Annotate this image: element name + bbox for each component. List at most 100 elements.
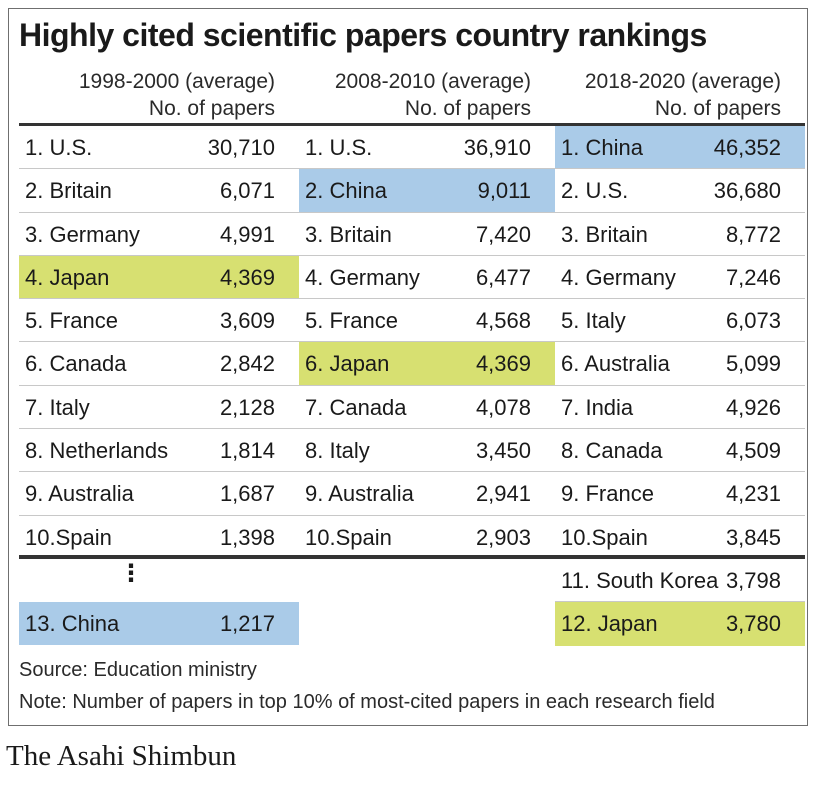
paper-count: 3,845 <box>725 524 781 550</box>
column-unit: No. of papers <box>404 97 531 120</box>
country-label: 3. Germany <box>25 221 140 247</box>
table-row: 6. Australia 5,099 <box>555 342 805 386</box>
table-row: 3. Britain 8,772 <box>555 213 805 256</box>
ellipsis-gap: ⋮ <box>19 559 299 602</box>
column-header: 2008-2010 (average) No. of papers <box>299 66 555 126</box>
country-label: 7. India <box>561 394 634 420</box>
paper-count: 6,073 <box>725 308 781 334</box>
footnote: Note: Number of papers in top 10% of mos… <box>19 691 715 713</box>
country-label: 4. Germany <box>561 264 676 290</box>
table-row: 5. Italy 6,073 <box>555 299 805 343</box>
paper-count: 2,128 <box>219 394 275 420</box>
paper-count: 4,991 <box>219 221 275 247</box>
table-row: 4. Germany 6,477 <box>299 256 555 300</box>
country-label: 2. China <box>305 178 387 204</box>
country-label: 10.Spain <box>25 524 112 550</box>
country-label: 6. Australia <box>561 351 670 377</box>
country-label: 3. Britain <box>305 221 392 247</box>
country-label: 1. China <box>561 135 643 160</box>
country-label: 1. U.S. <box>25 135 93 160</box>
country-label: 11. South Korea <box>561 567 719 593</box>
table-row: 2. U.S. 36,680 <box>555 169 805 213</box>
extra-rows: 11. South Korea 3,798 12. Japan 3,780 <box>555 559 805 646</box>
table-row: 9. Australia 1,687 <box>19 472 299 516</box>
table-row: 1. China 46,352 <box>555 126 805 170</box>
country-label: 2. Britain <box>25 178 112 204</box>
paper-count: 2,903 <box>475 524 531 550</box>
table-row: 13. China 1,217 <box>19 601 299 646</box>
table-row: 3. Germany 4,991 <box>19 213 299 256</box>
column-unit: No. of papers <box>654 97 781 120</box>
country-label: 8. Canada <box>561 438 663 464</box>
paper-count: 5,099 <box>725 351 781 377</box>
paper-count: 4,926 <box>725 394 781 420</box>
table-row: 8. Canada 4,509 <box>555 429 805 473</box>
column-header: 2018-2020 (average) No. of papers <box>555 66 805 126</box>
column-unit: No. of papers <box>148 97 275 120</box>
ranking-rows: 1. U.S. 30,710 2. Britain 6,071 3. Germany 4,… <box>19 126 299 559</box>
paper-count: 36,680 <box>713 178 781 204</box>
country-label: 10.Spain <box>561 524 648 550</box>
country-label: 9. Australia <box>25 481 134 507</box>
country-label: 1. U.S. <box>305 135 373 160</box>
table-row: 9. France 4,231 <box>555 472 805 516</box>
paper-count: 9,011 <box>477 178 531 204</box>
table-row: 7. Canada 4,078 <box>299 386 555 430</box>
paper-count: 1,217 <box>219 610 275 636</box>
table-row: 6. Canada 2,842 <box>19 342 299 386</box>
table-row: 7. India 4,926 <box>555 386 805 430</box>
table-row: 6. Japan 4,369 <box>299 342 555 386</box>
paper-count: 36,910 <box>463 135 531 160</box>
vertical-ellipsis: ⋮ <box>119 559 143 587</box>
country-label: 4. Japan <box>25 264 110 290</box>
table-row: 10.Spain 3,845 <box>555 516 805 559</box>
paper-count: 4,369 <box>219 264 275 290</box>
ranking-column-2: 2008-2010 (average) No. of papers 1. U.S. 3… <box>299 66 555 559</box>
source-note: Source: Education ministry <box>19 659 257 681</box>
country-label: 5. Italy <box>561 308 626 334</box>
paper-count: 30,710 <box>207 135 275 160</box>
paper-count: 2,842 <box>219 351 275 377</box>
table-row: 8. Netherlands 1,814 <box>19 429 299 473</box>
ranking-column-1: 1998-2000 (average) No. of papers 1. U.S. 3… <box>19 66 299 646</box>
country-label: 13. China <box>25 610 120 636</box>
country-label: 4. Germany <box>305 264 420 290</box>
chart-frame: Highly cited scientific papers country r… <box>8 8 808 726</box>
table-row: 2. China 9,011 <box>299 169 555 213</box>
table-row: 10.Spain 1,398 <box>19 516 299 559</box>
country-label: 8. Netherlands <box>25 438 169 464</box>
paper-count: 1,687 <box>219 481 275 507</box>
paper-count: 4,509 <box>725 438 781 464</box>
country-label: 5. France <box>305 308 398 334</box>
country-label: 6. Canada <box>25 351 127 377</box>
column-header: 1998-2000 (average) No. of papers <box>19 66 299 126</box>
extra-rows: ⋮ 13. China 1,217 <box>19 559 299 646</box>
ranking-rows: 1. China 46,352 2. U.S. 36,680 3. Britain 8,7… <box>555 126 805 559</box>
table-row: 8. Italy 3,450 <box>299 429 555 473</box>
table-row: 2. Britain 6,071 <box>19 169 299 213</box>
paper-count: 6,071 <box>219 178 275 204</box>
country-label: 3. Britain <box>561 221 648 247</box>
table-row: 4. Germany 7,246 <box>555 256 805 300</box>
paper-count: 3,798 <box>725 567 781 593</box>
paper-count: 4,568 <box>475 308 531 334</box>
table-row: 1. U.S. 30,710 <box>19 126 299 170</box>
table-row: 5. France 3,609 <box>19 299 299 343</box>
table-row: 9. Australia 2,941 <box>299 472 555 516</box>
paper-count: 7,420 <box>475 221 531 247</box>
country-label: 2. U.S. <box>561 178 629 204</box>
paper-count: 46,352 <box>713 135 781 160</box>
country-label: 7. Italy <box>25 394 90 420</box>
paper-count: 1,398 <box>219 524 275 550</box>
paper-count: 4,369 <box>475 351 531 377</box>
paper-count: 3,609 <box>219 308 275 334</box>
paper-count: 8,772 <box>725 221 781 247</box>
paper-count: 4,078 <box>475 394 531 420</box>
chart-title: Highly cited scientific papers country r… <box>19 17 707 53</box>
column-period: 2018-2020 (average) <box>584 70 781 93</box>
country-label: 7. Canada <box>305 394 407 420</box>
column-period: 1998-2000 (average) <box>78 70 275 93</box>
column-period: 2008-2010 (average) <box>334 70 531 93</box>
ranking-column-3: 2018-2020 (average) No. of papers 1. China… <box>555 66 805 646</box>
paper-count: 6,477 <box>475 264 531 290</box>
